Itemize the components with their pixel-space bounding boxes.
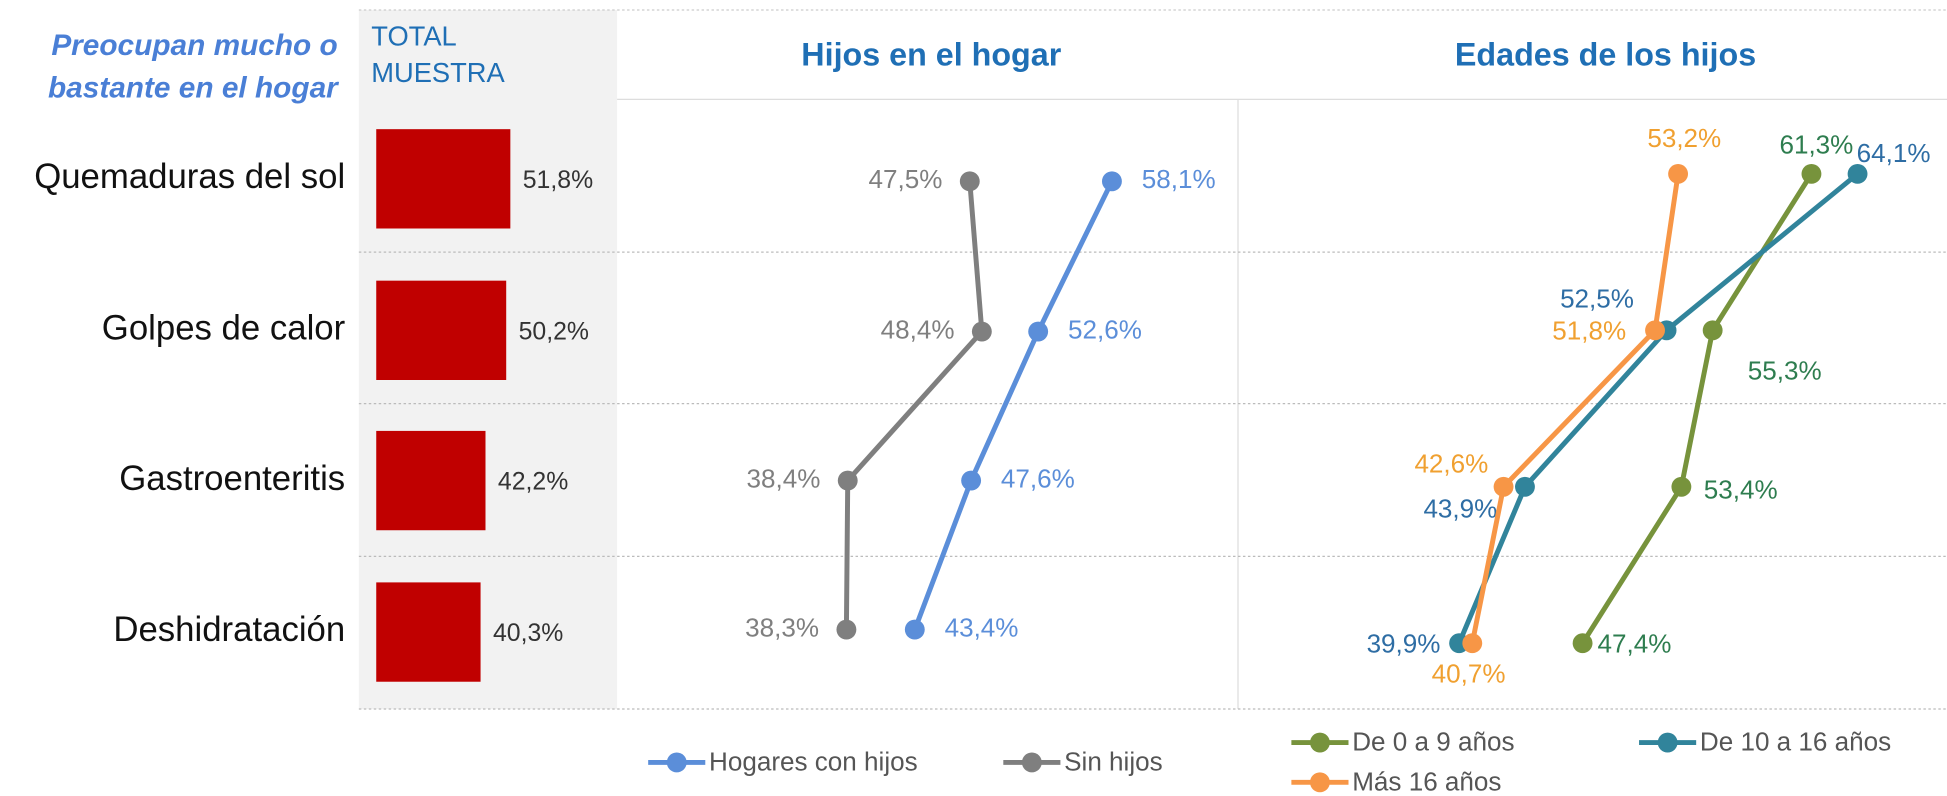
value-label: 64,1% — [1857, 138, 1931, 168]
value-label: 50,2% — [519, 318, 589, 345]
legend-dot — [1657, 732, 1678, 753]
point — [837, 470, 858, 491]
legend-dot — [1021, 752, 1042, 773]
legend-label: Hogares con hijos — [709, 747, 918, 777]
heading: Preocupan mucho o — [51, 29, 337, 62]
legend-dot — [1310, 772, 1330, 793]
point — [1702, 320, 1723, 341]
value-label: 53,2% — [1647, 123, 1721, 153]
category-label: Golpes de calor — [102, 310, 345, 348]
panel-title: MUESTRA — [371, 57, 505, 88]
point — [836, 619, 857, 640]
panel-title: TOTAL — [371, 21, 456, 52]
value-label: 43,9% — [1423, 493, 1497, 523]
value-label: 52,6% — [1068, 314, 1142, 344]
point — [1847, 163, 1868, 184]
point — [971, 321, 992, 342]
legend-dot — [1310, 732, 1330, 753]
point — [961, 470, 982, 491]
point — [1645, 320, 1665, 341]
panel-title: Edades de los hijos — [1455, 37, 1756, 73]
bar — [376, 430, 486, 531]
legend-label: Sin hijos — [1064, 747, 1163, 777]
value-label: 38,4% — [747, 463, 821, 493]
value-label: 61,3% — [1779, 129, 1853, 159]
value-label: 52,5% — [1560, 283, 1634, 313]
value-label: 47,4% — [1597, 629, 1671, 659]
series-line — [1580, 172, 1814, 645]
bar — [376, 129, 511, 229]
panel-title: Hijos en el hogar — [801, 37, 1061, 73]
point — [1668, 163, 1689, 184]
category-label: Deshidratación — [113, 611, 345, 649]
value-label: 40,3% — [493, 620, 563, 647]
value-label: 40,7% — [1432, 658, 1506, 688]
series-line — [1469, 173, 1681, 644]
bar — [376, 280, 507, 380]
value-label: 55,3% — [1748, 355, 1822, 385]
category-label: Quemaduras del sol — [34, 158, 345, 196]
point — [1462, 633, 1483, 654]
value-label: 51,8% — [523, 167, 593, 194]
value-label: 43,4% — [945, 612, 1019, 642]
value-label: 42,2% — [498, 469, 568, 496]
point — [1493, 476, 1514, 497]
point — [1572, 633, 1593, 654]
value-label: 51,8% — [1552, 316, 1626, 346]
row-separators — [358, 251, 1947, 710]
value-label: 58,1% — [1142, 164, 1216, 194]
point — [1028, 321, 1049, 342]
value-label: 42,6% — [1414, 449, 1488, 479]
series-line — [1456, 171, 1860, 645]
legend-label: De 0 a 9 años — [1352, 727, 1514, 757]
value-label: 39,9% — [1367, 629, 1441, 659]
point — [1515, 476, 1535, 497]
series-line — [912, 180, 1115, 631]
heading: bastante en el hogar — [48, 71, 339, 104]
legend-label: Más 16 años — [1352, 766, 1501, 796]
point — [1801, 163, 1822, 184]
series-line — [843, 181, 985, 630]
category-label: Gastroenteritis — [119, 460, 345, 498]
value-label: 38,3% — [745, 612, 819, 642]
point — [959, 171, 980, 192]
point — [1101, 171, 1122, 192]
point — [1671, 476, 1692, 497]
point — [904, 619, 925, 640]
bar — [376, 582, 481, 682]
value-label: 47,6% — [1001, 463, 1075, 493]
value-label: 53,4% — [1704, 475, 1778, 505]
value-label: 48,4% — [881, 314, 955, 344]
legend-dot — [666, 752, 687, 773]
value-label: 47,5% — [869, 164, 943, 194]
legend-label: De 10 a 16 años — [1700, 727, 1891, 757]
